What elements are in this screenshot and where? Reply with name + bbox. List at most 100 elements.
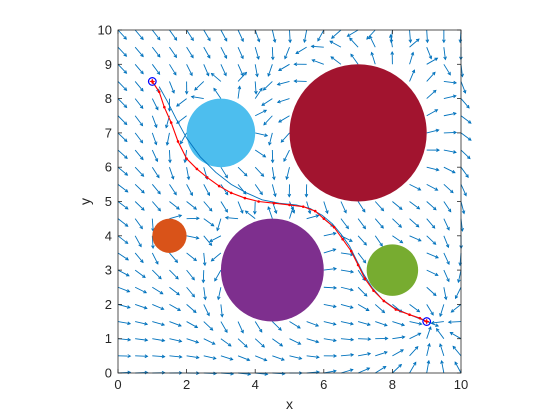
quiver-arrow <box>358 337 372 341</box>
quiver-arrow <box>323 338 337 343</box>
quiver-arrow <box>151 149 159 163</box>
goal-marker <box>422 317 432 326</box>
quiver-arrow <box>220 321 228 334</box>
quiver-arrow <box>186 252 198 262</box>
quiver-arrow <box>426 201 437 211</box>
quiver-arrow <box>169 214 183 220</box>
quiver-arrow <box>254 338 266 348</box>
quiver-arrow <box>289 355 303 360</box>
planned-path <box>151 81 427 323</box>
y-tick-label: 3 <box>105 263 112 278</box>
quiver-arrow <box>331 29 342 39</box>
quiver-arrow <box>169 304 182 311</box>
quiver-arrow <box>214 269 222 282</box>
quiver-arrow <box>270 47 275 61</box>
quiver-arrow <box>203 235 213 247</box>
quiver-arrow <box>134 64 144 75</box>
quiver-arrow <box>374 235 383 247</box>
quiver-arrow <box>392 235 404 244</box>
quiver-arrow <box>152 286 164 295</box>
x-tick-label: 2 <box>183 377 190 392</box>
quiver-arrow <box>151 29 161 41</box>
path-point <box>363 277 367 280</box>
quiver-arrow <box>357 201 366 213</box>
quiver-arrow <box>357 304 370 312</box>
quiver-arrow <box>366 29 376 40</box>
quiver-arrow <box>237 321 244 334</box>
quiver-arrow <box>409 321 423 326</box>
quiver-arrow <box>268 132 273 146</box>
quiver-arrow <box>203 64 210 77</box>
quiver-arrow <box>340 286 354 292</box>
quiver-arrow <box>262 81 273 91</box>
quiver-arrow <box>117 235 129 244</box>
quiver-arrow <box>310 44 324 49</box>
tick-labels: 0 2 4 6 8 10 0 1 2 3 4 5 6 7 8 9 10 <box>98 23 469 393</box>
quiver-arrow <box>306 321 320 327</box>
quiver-arrow <box>346 29 359 37</box>
quiver-arrow <box>323 321 337 326</box>
quiver-arrow <box>255 132 269 137</box>
y-tick-label: 5 <box>105 194 112 209</box>
quiver-arrow <box>340 252 355 257</box>
quiver-arrow <box>439 343 445 356</box>
quiver-arrow <box>460 132 472 141</box>
quiver-arrow <box>203 46 211 59</box>
quiver-arrow <box>186 46 194 59</box>
quiver-arrow <box>135 321 149 326</box>
quiver-arrow <box>165 132 170 146</box>
path-point <box>313 209 317 213</box>
quiver-arrow <box>426 57 439 65</box>
quiver-arrow <box>190 95 204 100</box>
quiver-arrow <box>117 252 130 261</box>
quiver-arrow <box>409 51 415 65</box>
quiver-arrow <box>134 252 144 264</box>
quiver-arrow <box>449 332 462 340</box>
quiver-arrow <box>203 184 211 197</box>
quiver-arrow <box>443 94 457 100</box>
quiver-arrow <box>271 167 276 181</box>
quiver-arrow <box>203 201 213 212</box>
quiver-arrow <box>254 184 263 196</box>
quiver-arrow <box>289 321 301 329</box>
y-tick-label: 8 <box>105 91 112 106</box>
quiver-arrow <box>151 46 161 58</box>
quiver-arrow <box>289 205 295 219</box>
quiver-arrow <box>134 269 146 279</box>
path-point <box>257 200 260 203</box>
quiver-arrow <box>203 29 211 42</box>
endpoint-markers <box>147 77 432 326</box>
quiver-arrow <box>186 304 197 314</box>
quiver-arrow <box>267 64 273 77</box>
quiver-arrow <box>210 252 222 262</box>
quiver-arrow <box>186 269 195 281</box>
quiver-arrow <box>323 354 338 358</box>
path-point <box>394 308 398 311</box>
quiver-arrow <box>220 64 227 77</box>
quiver-arrow <box>392 321 406 327</box>
quiver-arrow <box>237 166 248 177</box>
quiver-arrow <box>151 115 158 129</box>
quiver-arrow <box>323 231 337 237</box>
quiver-arrow <box>409 304 421 313</box>
quiver-arrow <box>237 201 244 214</box>
quiver-arrow <box>203 218 215 227</box>
quiver-arrow <box>340 368 354 374</box>
quiver-arrow <box>426 252 439 259</box>
quiver-arrow <box>306 214 320 220</box>
quiver-arrow <box>443 184 454 194</box>
path-point <box>349 249 353 253</box>
quiver-arrow <box>152 338 166 343</box>
quiver-arrow <box>426 218 436 229</box>
quiver-arrow <box>203 355 217 360</box>
quiver-arrow <box>254 149 267 158</box>
quiver-arrow <box>460 81 467 94</box>
quiver-arrow <box>392 363 403 374</box>
quiver-arrow <box>267 206 273 219</box>
quiver-arrow <box>254 81 258 95</box>
quiver-arrow <box>237 355 251 362</box>
quiver-arrow <box>220 304 224 318</box>
y-tick-label: 1 <box>105 331 112 346</box>
quiver-arrow <box>426 359 431 374</box>
quiver-arrow <box>278 115 290 123</box>
